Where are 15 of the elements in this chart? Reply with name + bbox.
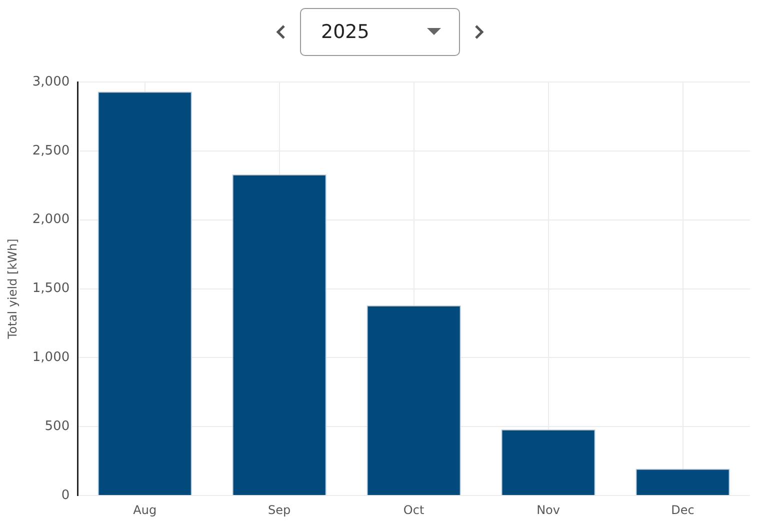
x-tick-label: Sep: [268, 502, 291, 517]
y-tick-label: 2,500: [32, 143, 70, 158]
y-tick-label: 1,000: [32, 350, 70, 366]
x-tick-label: Oct: [403, 502, 424, 517]
x-tick-label: Dec: [671, 502, 694, 517]
x-tick-label: Aug: [133, 502, 157, 517]
y-tick-label: 2,000: [32, 212, 70, 228]
y-tick-label: 500: [44, 419, 70, 434]
y-tick-label: 1,500: [32, 281, 70, 296]
year-select[interactable]: 2025: [300, 8, 460, 56]
y-tick-label: 3,000: [32, 74, 70, 90]
chart-title: 2025: [321, 21, 370, 43]
y-tick-label: 0: [61, 488, 70, 503]
y-axis-title: Total yield [kWh]: [5, 238, 20, 340]
x-tick-label: Nov: [536, 502, 560, 517]
